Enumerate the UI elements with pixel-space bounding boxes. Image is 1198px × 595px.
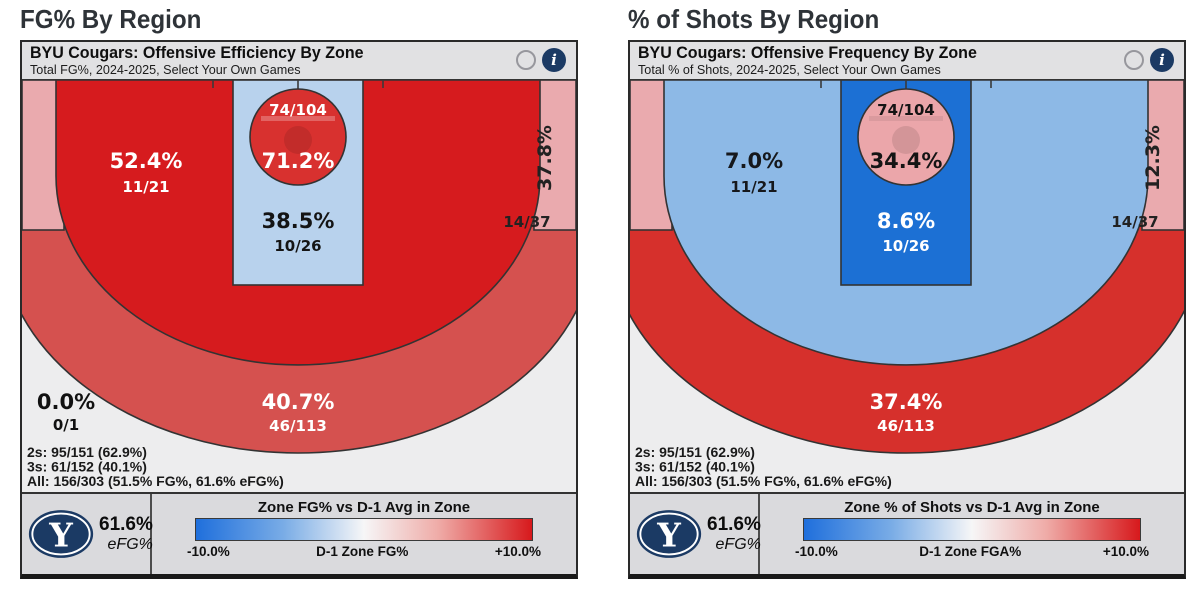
totals-line: All: 156/303 (51.5% FG%, 61.6% eFG%) (635, 473, 892, 489)
zone-restricted-area[interactable] (857, 88, 955, 186)
efg-summary: Y 61.6% eFG% (630, 494, 761, 574)
logo-ring (639, 512, 699, 556)
label-deep-attempts: 0/1 (53, 416, 79, 434)
chart-footer: Y 61.6% eFG% Zone % of Shots vs D-1 Avg … (630, 492, 1184, 574)
chart-title: BYU Cougars: Offensive Frequency By Zone (638, 44, 977, 62)
efg-value: 61.6% (99, 513, 153, 535)
color-legend: Zone FG% vs D-1 Avg in Zone -10.0% D-1 Z… (152, 494, 576, 574)
chart-subtitle: Total FG%, 2024-2025, Select Your Own Ga… (30, 61, 301, 77)
header-controls: i (516, 48, 566, 72)
label-restricted-pct: 34.4% (870, 149, 943, 173)
logo-letter: Y (656, 515, 681, 554)
shot-zone-court: 74/104 34.4% 8.6% 10/26 7.0% 11/21 12.3% 14/37 3… (630, 80, 1184, 492)
legend-center: D-1 Zone FGA% (919, 544, 1022, 559)
chart-footer: Y 61.6% eFG% Zone FG% vs D-1 Avg in Zone… (22, 492, 576, 574)
chart-box: BYU Cougars: Offensive Efficiency By Zon… (20, 40, 578, 579)
label-deep-pct: 0.0% (37, 390, 95, 414)
toggle-circle-icon[interactable] (516, 50, 536, 70)
backboard (869, 116, 943, 121)
page-title: FG% By Region (20, 4, 202, 34)
efg-numbers: 61.6% eFG% (99, 514, 153, 554)
totals-line: 2s: 95/151 (62.9%) (635, 444, 755, 460)
logo-ring (31, 512, 91, 556)
efg-numbers: 61.6% eFG% (707, 514, 761, 554)
legend-title: Zone % of Shots vs D-1 Avg in Zone (844, 499, 1100, 516)
rim (892, 126, 920, 154)
panel-shot-share-by-region: % of Shots By Region BYU Cougars: Offens… (628, 3, 1186, 579)
page-title: % of Shots By Region (628, 4, 880, 34)
chart-title: BYU Cougars: Offensive Efficiency By Zon… (30, 44, 364, 62)
label-corner3-pct: 37.8% (534, 125, 556, 191)
legend-scale: -10.0% D-1 Zone FG% +10.0% (187, 544, 541, 559)
legend-min: -10.0% (795, 544, 838, 559)
label-midrange-pct: 52.4% (110, 149, 183, 173)
label-abovebreak3-pct: 40.7% (262, 390, 335, 414)
legend-gradient-bar (195, 518, 533, 541)
label-restricted-attempts: 74/104 (269, 101, 327, 119)
efg-label: eFG% (715, 535, 761, 553)
legend-min: -10.0% (187, 544, 230, 559)
legend-center: D-1 Zone FG% (316, 544, 409, 559)
logo-oval (636, 510, 702, 558)
info-icon[interactable]: i (542, 48, 566, 72)
totals-line: 3s: 61/152 (40.1%) (635, 459, 755, 475)
efg-label: eFG% (107, 535, 153, 553)
chart-header: BYU Cougars: Offensive Efficiency By Zon… (22, 42, 576, 80)
backboard (261, 116, 335, 121)
label-corner3-attempts: 14/37 (503, 213, 550, 231)
chart-box: BYU Cougars: Offensive Frequency By Zone… (628, 40, 1186, 579)
label-paint-attempts: 10/26 (274, 237, 321, 255)
rim (284, 126, 312, 154)
totals-line: 2s: 95/151 (62.9%) (27, 444, 147, 460)
logo-oval (28, 510, 94, 558)
header-controls: i (1124, 48, 1174, 72)
info-icon[interactable]: i (1150, 48, 1174, 72)
label-abovebreak3-pct: 37.4% (870, 390, 943, 414)
color-legend: Zone % of Shots vs D-1 Avg in Zone -10.0… (760, 494, 1184, 574)
label-midrange-attempts: 11/21 (730, 178, 777, 196)
toggle-circle-icon[interactable] (1124, 50, 1144, 70)
legend-scale: -10.0% D-1 Zone FGA% +10.0% (795, 544, 1149, 559)
label-abovebreak3-attempts: 46/113 (877, 417, 935, 435)
label-restricted-pct: 71.2% (262, 149, 335, 173)
label-corner3-attempts: 14/37 (1111, 213, 1158, 231)
chart-header: BYU Cougars: Offensive Frequency By Zone… (630, 42, 1184, 80)
label-abovebreak3-attempts: 46/113 (269, 417, 327, 435)
label-paint-pct: 8.6% (877, 209, 935, 233)
efg-value: 61.6% (707, 513, 761, 535)
panel-fg-pct-by-region: FG% By Region BYU Cougars: Offensive Eff… (20, 3, 578, 579)
label-corner3-pct: 12.3% (1142, 125, 1164, 191)
totals-line: All: 156/303 (51.5% FG%, 61.6% eFG%) (27, 473, 284, 489)
zone-restricted-area[interactable] (249, 88, 347, 186)
logo-letter: Y (48, 515, 73, 554)
label-restricted-attempts: 74/104 (877, 101, 935, 119)
label-midrange-attempts: 11/21 (122, 178, 169, 196)
label-midrange-pct: 7.0% (725, 149, 783, 173)
legend-title: Zone FG% vs D-1 Avg in Zone (257, 499, 471, 516)
byu-logo: Y (636, 510, 702, 558)
chart-subtitle: Total % of Shots, 2024-2025, Select Your… (638, 61, 941, 77)
legend-max: +10.0% (494, 544, 541, 559)
byu-logo: Y (28, 510, 94, 558)
label-paint-pct: 38.5% (262, 209, 335, 233)
zone-corner-3-right[interactable] (533, 80, 576, 231)
shot-zone-court: 74/104 71.2% 38.5% 10/26 52.4% 11/21 37.8% 14/3… (22, 80, 576, 492)
label-paint-attempts: 10/26 (882, 237, 929, 255)
efg-summary: Y 61.6% eFG% (22, 494, 153, 574)
legend-gradient-bar (803, 518, 1141, 541)
legend-max: +10.0% (1102, 544, 1149, 559)
totals-line: 3s: 61/152 (40.1%) (27, 459, 147, 475)
